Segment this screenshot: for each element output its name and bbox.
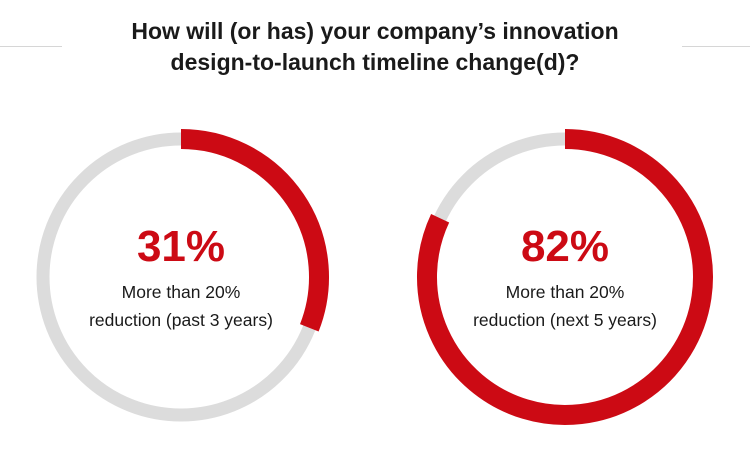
- donut-value-arc-past: [180, 129, 329, 332]
- donut-label-past: 31% More than 20% reduction (past 3 year…: [66, 222, 296, 334]
- value-label-next: 82%: [520, 222, 610, 271]
- title-rule-left: [0, 46, 62, 47]
- caption-next-line-2: reduction (next 5 years): [473, 310, 657, 330]
- caption-past-line-2: reduction (past 3 years): [89, 310, 273, 330]
- title-rule-right: [682, 46, 750, 47]
- value-label-past: 31%: [136, 222, 226, 271]
- chart-title-line-2: design-to-launch timeline change(d)?: [170, 49, 580, 75]
- donut-label-next: 82% More than 20% reduction (next 5 year…: [450, 222, 680, 334]
- caption-next: More than 20% reduction (next 5 years): [450, 278, 680, 334]
- caption-next-line-1: More than 20%: [505, 282, 625, 302]
- caption-past-line-1: More than 20%: [121, 282, 241, 302]
- caption-past: More than 20% reduction (past 3 years): [66, 278, 296, 334]
- donut-value-arc-next: [417, 129, 713, 425]
- chart-title-line-1: How will (or has) your company’s innovat…: [131, 18, 619, 44]
- chart-title: How will (or has) your company’s innovat…: [80, 16, 670, 78]
